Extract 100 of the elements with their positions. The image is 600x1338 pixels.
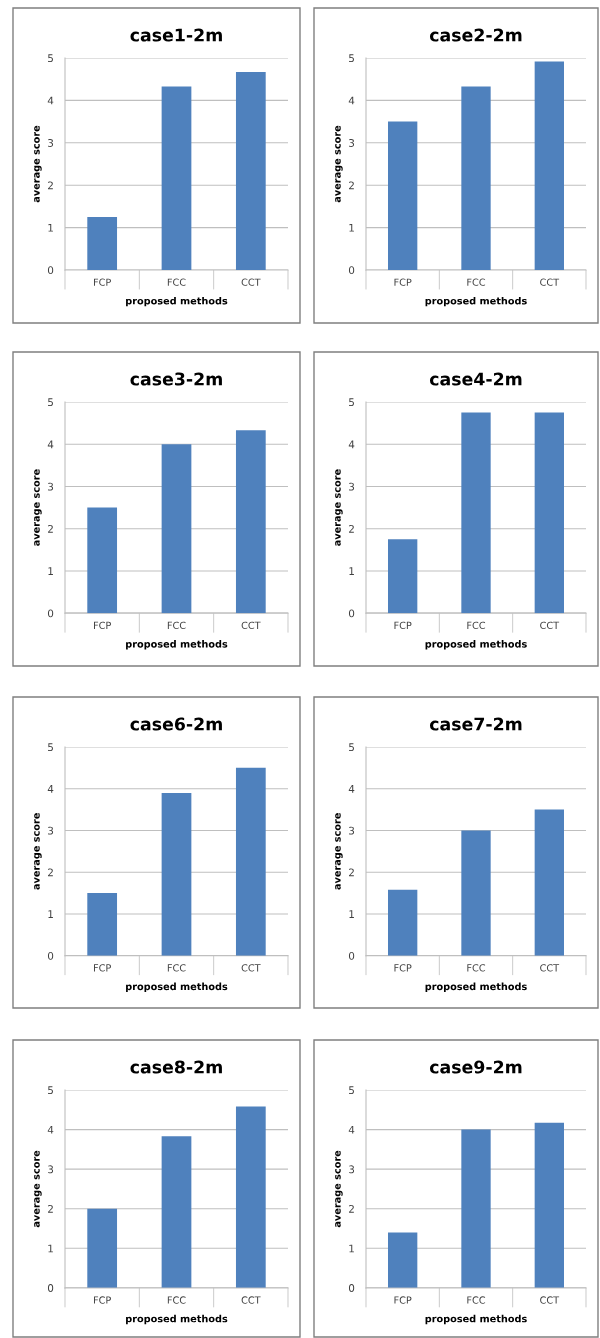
x-tick-label: CCT (540, 621, 560, 630)
y-tick-label: 2 (349, 524, 354, 533)
x-axis-title: proposed methods (425, 1314, 527, 1325)
y-tick-label: 3 (48, 482, 54, 491)
y-axis-title: average score (335, 1150, 343, 1228)
x-axis-title: proposed methods (425, 296, 527, 307)
y-tick-label: 2 (349, 181, 354, 190)
x-tick-label: FCC (167, 278, 186, 286)
bar (461, 1129, 491, 1288)
y-tick-label: 4 (47, 440, 54, 449)
x-tick-label: FCC (167, 621, 186, 630)
x-tick-label: FCC (467, 964, 486, 972)
y-tick-label: 3 (48, 1165, 54, 1174)
y-tick-label: 1 (349, 223, 354, 232)
chart-title: case8-2m (130, 1060, 222, 1074)
x-axis-title: proposed methods (126, 982, 228, 993)
y-tick-label: 1 (349, 567, 354, 575)
bar (161, 444, 192, 614)
x-tick-label: FCC (467, 1296, 486, 1304)
bar (235, 1106, 266, 1288)
bar (534, 61, 564, 270)
bar (87, 1208, 118, 1288)
x-tick-label: FCP (394, 621, 412, 630)
x-tick-label: CCT (241, 621, 261, 630)
y-tick-label: 2 (48, 181, 53, 190)
x-tick-label: FCP (394, 1296, 412, 1304)
x-tick-label: CCT (540, 278, 560, 286)
x-axis-title: proposed methods (126, 1314, 228, 1325)
y-tick-label: 5 (349, 398, 354, 407)
x-tick-label: CCT (540, 1296, 560, 1304)
x-axis-title: proposed methods (126, 640, 228, 650)
y-tick-label: 0 (348, 1284, 355, 1292)
y-tick-label: 1 (349, 1244, 354, 1253)
y-axis-title: average score (34, 813, 42, 890)
y-tick-label: 5 (48, 1086, 53, 1095)
bar (461, 830, 491, 956)
chart-title: case1-2m (130, 28, 222, 42)
y-axis-title: average score (34, 469, 42, 546)
x-tick-label: CCT (241, 278, 261, 286)
x-tick-label: FCC (167, 964, 186, 972)
y-tick-label: 2 (48, 868, 53, 877)
y-tick-label: 4 (348, 785, 355, 793)
y-tick-label: 0 (47, 266, 54, 275)
y-tick-label: 4 (348, 96, 355, 105)
chart-title: case4-2m (429, 372, 522, 386)
x-tick-label: FCP (94, 278, 111, 286)
y-tick-label: 3 (48, 139, 54, 147)
y-tick-label: 2 (349, 1204, 354, 1213)
y-tick-label: 4 (348, 1125, 355, 1134)
y-tick-label: 4 (47, 785, 54, 793)
x-tick-label: CCT (241, 1296, 261, 1304)
bar (87, 217, 118, 270)
y-tick-label: 4 (47, 1125, 54, 1134)
y-tick-label: 0 (47, 1284, 54, 1292)
x-tick-label: FCP (394, 964, 412, 972)
chart-title: case6-2m (130, 717, 222, 731)
y-tick-label: 1 (48, 223, 53, 232)
y-tick-label: 2 (349, 868, 354, 877)
chart-title: case3-2m (130, 372, 222, 386)
bar (388, 1232, 418, 1288)
bar (161, 1136, 192, 1288)
y-tick-label: 3 (48, 826, 54, 835)
y-tick-label: 1 (48, 910, 53, 918)
y-tick-label: 5 (349, 743, 354, 752)
y-tick-label: 3 (349, 826, 355, 835)
x-tick-label: FCP (94, 621, 111, 630)
y-axis-title: average score (335, 469, 343, 546)
chart-title: case2-2m (429, 28, 522, 42)
y-axis-title: average score (335, 813, 343, 890)
y-tick-label: 2 (48, 524, 53, 533)
y-tick-label: 0 (348, 266, 355, 275)
x-axis-title: proposed methods (425, 982, 527, 993)
bar (161, 792, 192, 956)
chart-title: case7-2m (429, 717, 522, 731)
y-tick-label: 3 (349, 1165, 355, 1174)
y-tick-label: 5 (48, 398, 53, 407)
y-tick-label: 3 (349, 482, 355, 491)
y-tick-label: 0 (348, 951, 355, 960)
y-tick-label: 1 (48, 567, 53, 575)
y-tick-label: 0 (348, 609, 355, 618)
bar (461, 86, 491, 270)
y-tick-label: 5 (48, 743, 53, 752)
bar (388, 121, 418, 270)
bar (87, 893, 118, 956)
x-axis-title: proposed methods (425, 640, 527, 650)
y-tick-label: 2 (48, 1204, 53, 1213)
y-tick-label: 5 (48, 54, 53, 63)
x-tick-label: FCC (467, 621, 486, 630)
y-tick-label: 0 (47, 609, 54, 618)
bar (534, 1122, 564, 1288)
x-tick-label: FCC (167, 1296, 186, 1304)
y-axis-title: average score (335, 125, 343, 203)
y-tick-label: 1 (349, 910, 354, 918)
x-axis-title: proposed methods (126, 296, 228, 307)
y-tick-label: 4 (348, 440, 355, 449)
x-tick-label: FCP (94, 1296, 111, 1304)
y-tick-label: 0 (47, 951, 54, 960)
bar (534, 809, 564, 956)
y-tick-label: 3 (349, 139, 355, 147)
x-tick-label: FCP (94, 964, 111, 972)
